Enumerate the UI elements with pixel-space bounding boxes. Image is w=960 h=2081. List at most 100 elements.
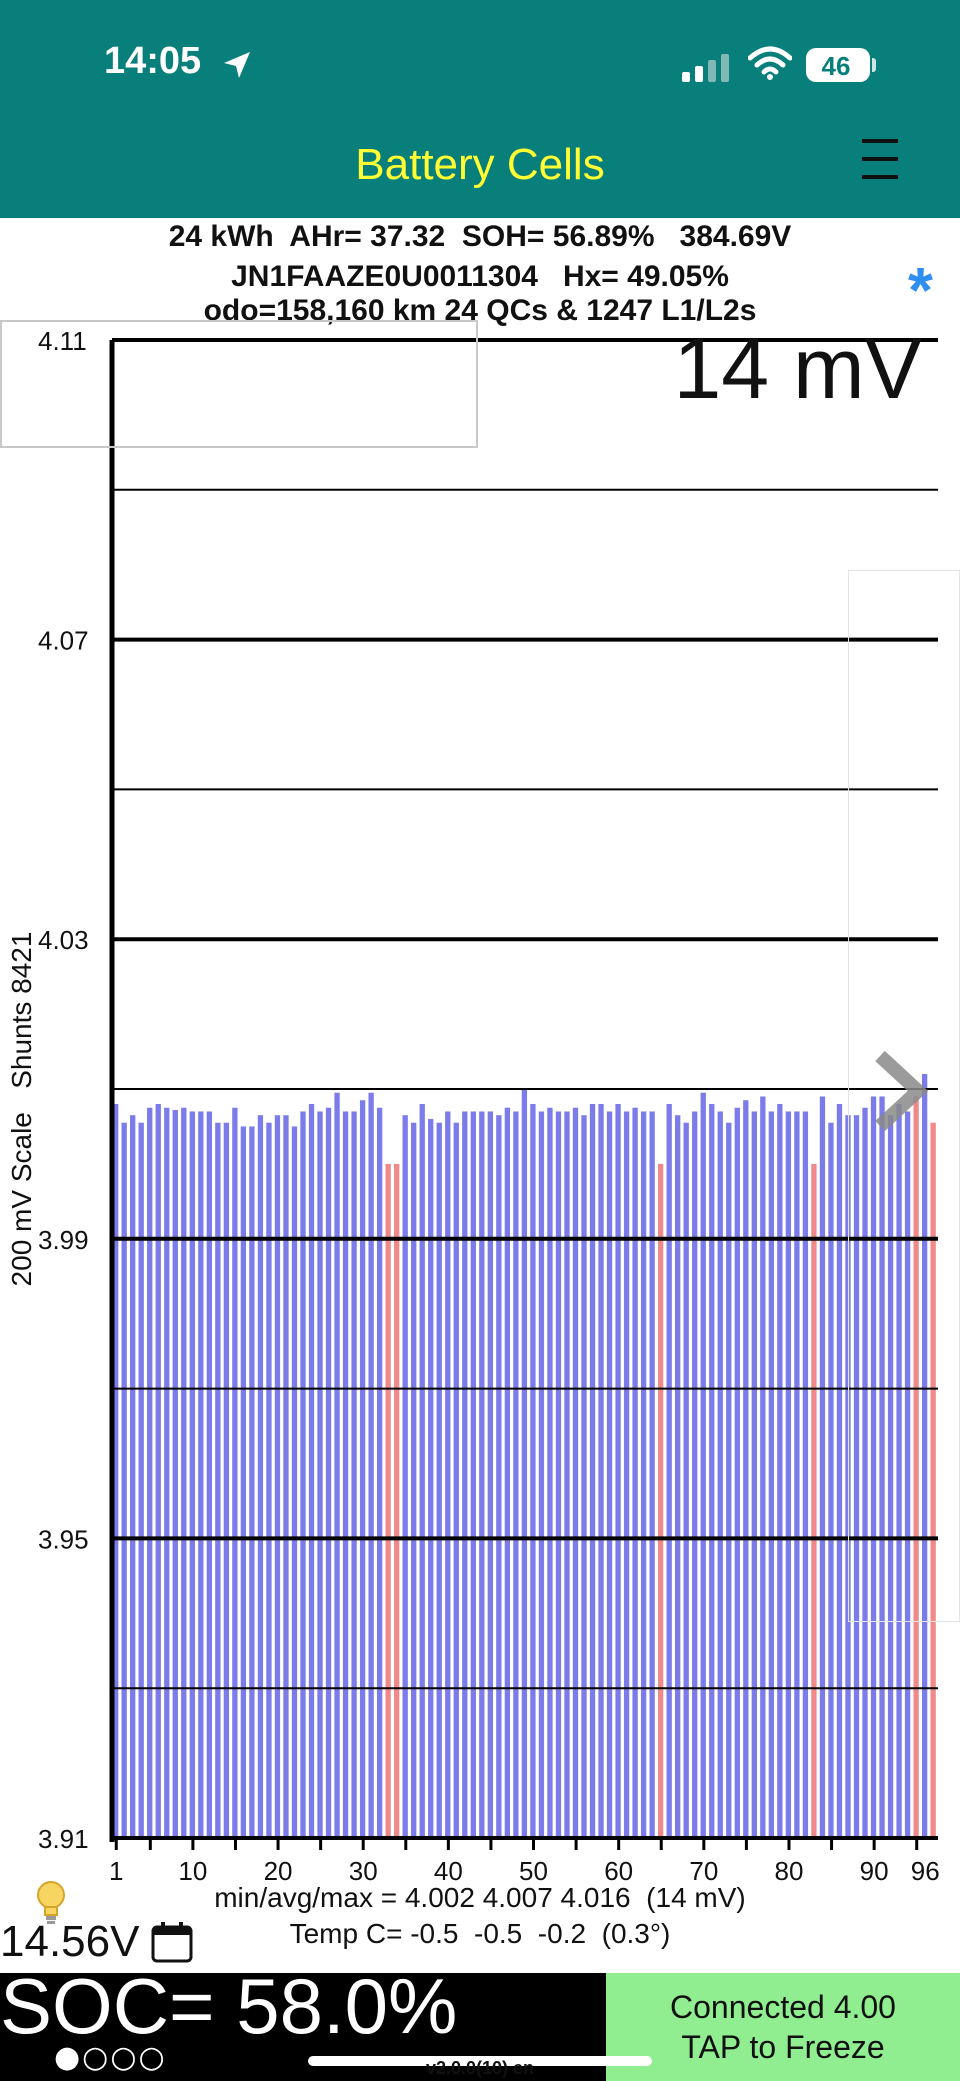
cell-bar [487, 1111, 493, 1838]
cell-bar [376, 1107, 383, 1838]
cell-bar [232, 1107, 238, 1838]
cell-bar [402, 1115, 408, 1838]
cell-bar [547, 1107, 553, 1838]
voltage-stats: min/avg/max = 4.002 4.007 4.016 (14 mV) [214, 1882, 746, 1913]
x-tick-label: 20 [264, 1856, 293, 1886]
wifi-icon [748, 46, 792, 80]
cellular-signal-icon [682, 54, 729, 82]
cell-bar [317, 1111, 323, 1838]
cell-bar [683, 1122, 689, 1838]
cell-bar [325, 1107, 332, 1838]
cell-bar [130, 1115, 136, 1838]
cell-bar [436, 1122, 442, 1838]
cell-bar [828, 1122, 834, 1838]
vin-health: JN1FAAZE0U0011304 Hx= 49.05% [231, 260, 729, 293]
x-tick-label: 50 [519, 1856, 548, 1886]
calendar-icon[interactable] [150, 1920, 194, 1964]
y-tick-label: 4.11 [38, 326, 87, 356]
cell-bar [181, 1107, 187, 1838]
cell-bar [121, 1122, 127, 1838]
zoom-region[interactable] [0, 320, 478, 448]
cell-bar [819, 1096, 826, 1838]
cell-bar [862, 1107, 868, 1838]
cell-bar [734, 1107, 740, 1838]
y-tick-label: 3.91 [38, 1824, 89, 1854]
cell-bar [257, 1115, 264, 1838]
cell-bar [606, 1111, 613, 1838]
cell-bar [921, 1074, 928, 1838]
lightbulb-icon[interactable] [34, 1880, 68, 1926]
cell-bar [853, 1115, 860, 1838]
cell-bar [249, 1126, 255, 1838]
cell-bar [453, 1122, 459, 1838]
cell-bar [709, 1103, 715, 1838]
cell-bar [802, 1111, 809, 1838]
cell-bar [147, 1107, 153, 1838]
cell-bar [334, 1092, 340, 1838]
cell-bar [155, 1103, 161, 1838]
x-tick-label: 30 [349, 1856, 378, 1886]
cell-bar [496, 1115, 502, 1838]
cell-bar [726, 1122, 732, 1838]
cell-bar [198, 1111, 204, 1838]
cell-bar [479, 1111, 485, 1838]
state-of-charge: SOC= 58.0% [0, 1962, 458, 2050]
cell-bar [896, 1103, 902, 1838]
aux-battery-voltage: 14.56V [0, 1917, 140, 1966]
cell-bar [462, 1111, 468, 1838]
cell-bar [138, 1122, 144, 1838]
cell-bar [811, 1163, 817, 1838]
x-tick-label: 96 [911, 1856, 940, 1886]
x-tick-label: 70 [689, 1856, 718, 1886]
cell-bar [283, 1115, 289, 1838]
chevron-right-icon[interactable] [872, 1050, 928, 1132]
cell-bar [768, 1111, 775, 1838]
connection-status: Connected 4.00 [670, 1989, 896, 2025]
cell-bar [113, 1103, 119, 1838]
cell-bar [164, 1107, 170, 1838]
cell-bar [411, 1122, 417, 1838]
cell-bar [504, 1107, 511, 1838]
cell-bar [428, 1118, 434, 1838]
cell-bar [751, 1111, 757, 1838]
cell-bar [879, 1096, 885, 1838]
cell-bar [564, 1111, 570, 1838]
cell-bar [904, 1111, 911, 1838]
cell-bar [215, 1122, 221, 1838]
cell-bar [342, 1111, 349, 1838]
cell-bar [675, 1115, 681, 1838]
cell-bar [274, 1115, 281, 1838]
battery-level: 46 [821, 51, 851, 81]
cell-bar [555, 1111, 562, 1838]
battery-icon: 46 [806, 48, 870, 82]
x-tick-label: 60 [604, 1856, 633, 1886]
page-indicator[interactable]: ●○○○ [54, 2040, 167, 2075]
cell-bar [445, 1111, 451, 1838]
star-icon[interactable]: * [908, 254, 933, 326]
y-tick-label: 4.07 [38, 626, 89, 656]
cell-voltage-chart[interactable]: 4.11 4.07 4.03 3.99 3.95 3.91 1 10 20 30 40 50 60 70 8… [0, 0, 960, 1900]
connect-freeze-button[interactable]: Connected 4.00 TAP to Freeze [606, 1973, 960, 2081]
cell-bar [266, 1122, 272, 1838]
cell-bar [470, 1111, 476, 1838]
cell-bar [700, 1092, 706, 1838]
cell-bar [572, 1107, 579, 1838]
cell-bar [223, 1122, 230, 1838]
cell-bar [794, 1111, 800, 1838]
menu-icon[interactable] [862, 137, 898, 183]
cell-bar [240, 1126, 247, 1838]
y-tick-label: 3.95 [38, 1524, 89, 1554]
cell-bar [692, 1111, 698, 1838]
x-tick-label: 90 [860, 1856, 889, 1886]
cell-bar [887, 1115, 894, 1838]
spread-label: 14 mV [673, 321, 922, 417]
cell-bar [538, 1111, 545, 1838]
cell-bar [581, 1115, 587, 1838]
cell-bar [930, 1122, 936, 1838]
cell-bar [666, 1103, 672, 1838]
cell-bar [394, 1163, 400, 1838]
home-indicator[interactable] [308, 2056, 652, 2066]
cell-bar [870, 1096, 877, 1838]
cell-bar [649, 1111, 655, 1838]
cell-bar [640, 1111, 647, 1838]
